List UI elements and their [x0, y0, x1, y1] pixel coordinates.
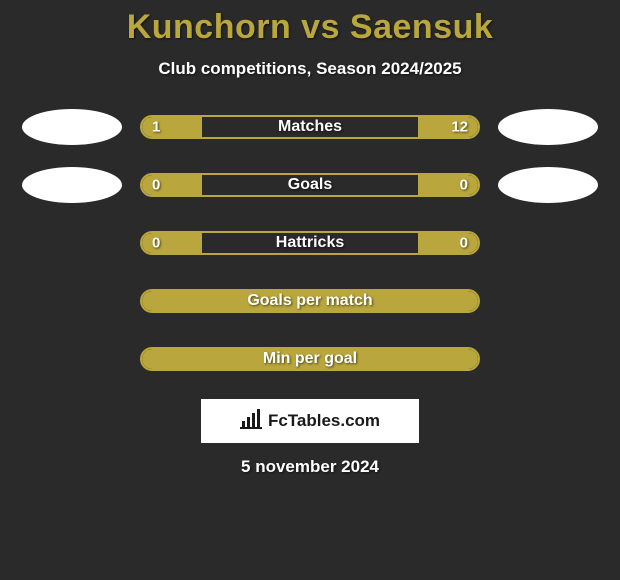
stat-value-left: 0 — [152, 177, 160, 194]
chart-icon — [240, 409, 262, 434]
team-badge-left — [22, 167, 122, 203]
team-badge-placeholder — [22, 341, 122, 377]
stat-bar: Min per goal — [140, 347, 480, 371]
page-title: Kunchorn vs Saensuk — [0, 8, 620, 47]
team-badge-placeholder — [498, 225, 598, 261]
stat-value-right: 0 — [460, 177, 468, 194]
stat-value-right: 12 — [451, 119, 468, 136]
stat-bar: 0 0 Hattricks — [140, 231, 480, 255]
stats-list: 1 12 Matches 0 0 Goals 0 0 Hattricks Goals per ma… — [0, 109, 620, 377]
stat-bar-fill-right — [418, 233, 478, 253]
team-badge-right — [498, 167, 598, 203]
team-badge-placeholder — [22, 283, 122, 319]
stat-bar: Goals per match — [140, 289, 480, 313]
comparison-container: Kunchorn vs Saensuk Club competitions, S… — [0, 0, 620, 477]
stat-value-right: 0 — [460, 235, 468, 252]
stat-bar-fill-right — [418, 175, 478, 195]
brand-box[interactable]: FcTables.com — [201, 399, 419, 443]
team-badge-placeholder — [498, 341, 598, 377]
stat-row: 0 0 Hattricks — [0, 225, 620, 261]
stat-row: 1 12 Matches — [0, 109, 620, 145]
team-badge-right — [498, 109, 598, 145]
stat-row: Goals per match — [0, 283, 620, 319]
stat-label: Matches — [278, 118, 342, 136]
stat-label: Min per goal — [263, 350, 357, 368]
stat-row: Min per goal — [0, 341, 620, 377]
stat-value-left: 0 — [152, 235, 160, 252]
page-subtitle: Club competitions, Season 2024/2025 — [0, 59, 620, 79]
stat-bar: 0 0 Goals — [140, 173, 480, 197]
brand-name: FcTables.com — [268, 411, 380, 431]
stat-label: Hattricks — [276, 234, 344, 252]
stat-label: Goals per match — [247, 292, 372, 310]
page-date: 5 november 2024 — [0, 457, 620, 477]
team-badge-placeholder — [498, 283, 598, 319]
team-badge-placeholder — [22, 225, 122, 261]
stat-bar: 1 12 Matches — [140, 115, 480, 139]
stat-label: Goals — [288, 176, 332, 194]
stat-value-left: 1 — [152, 119, 160, 136]
stat-bar-fill-right — [418, 117, 478, 137]
team-badge-left — [22, 109, 122, 145]
stat-row: 0 0 Goals — [0, 167, 620, 203]
